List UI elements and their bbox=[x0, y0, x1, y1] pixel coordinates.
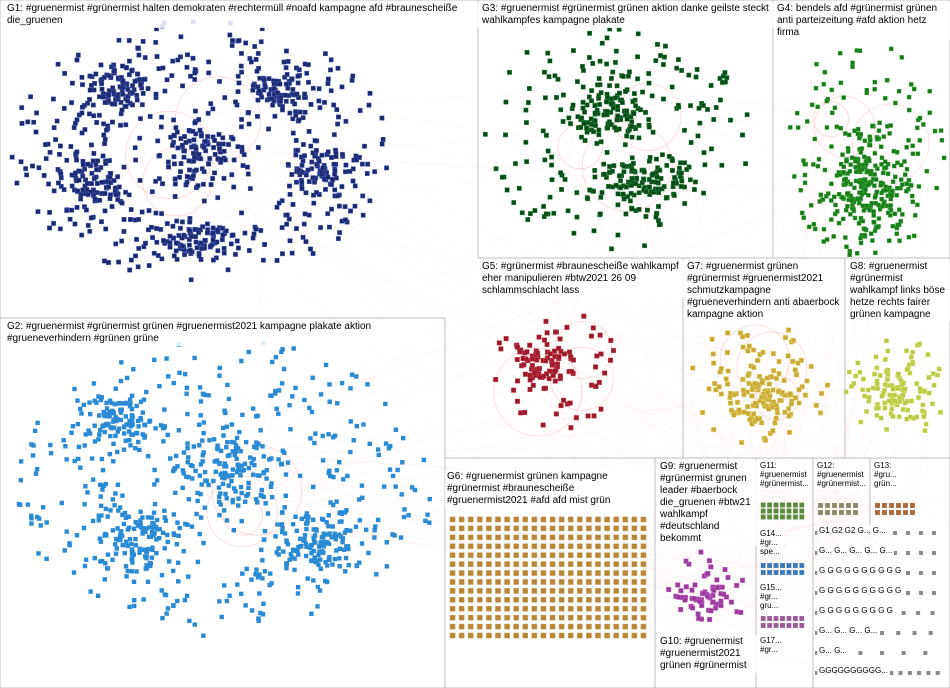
tiny-grid-label-1: G... G... G... G... G... bbox=[817, 545, 894, 556]
tiny-grid-label-0: G1 G2 G2 G... G... bbox=[817, 525, 888, 536]
group-label-g17: G17... #gr... bbox=[758, 635, 784, 655]
tiny-grid-label-2: G G G G G G G G G G bbox=[817, 565, 903, 576]
group-label-g4: G4: bendels afd #grünermist grünen anti … bbox=[775, 2, 950, 40]
group-label-g10: G10: #gruenermist #gruenermist2021 grüne… bbox=[658, 635, 757, 673]
group-label-g7: G7: #gruenermist grünen #grünermist #gru… bbox=[685, 260, 844, 322]
tiny-grid-label-4: G G G G G G G G G bbox=[817, 605, 895, 616]
tiny-grid-label-5: G... G... G... G... bbox=[817, 625, 879, 636]
group-label-g11: G11: #gruenermist #grünermist... bbox=[758, 460, 811, 489]
group-label-g15: G15... #gr... gru... bbox=[758, 582, 784, 611]
group-label-g5: G5: #grünermist #braunescheiße wahlkampf… bbox=[480, 260, 684, 298]
tiny-grid-label-6: G... G... bbox=[817, 645, 849, 656]
group-label-g6: G6: #gruenermist grünen kampagne #grüner… bbox=[445, 470, 654, 508]
group-label-g14: G14... #gr... spe... bbox=[758, 528, 784, 557]
group-label-g9: G9: #gruenermist #grünermist grunen lead… bbox=[658, 460, 757, 546]
tiny-grid-label-7: GGGGGGGGGG... bbox=[817, 665, 890, 676]
tiny-grid-label-3: G G G G G G G G G G bbox=[817, 585, 903, 596]
group-label-g12: G12: #gruenermist #grünermist... bbox=[815, 460, 868, 489]
group-label-g3: G3: #gruenermist #grünermist grünen akti… bbox=[480, 2, 774, 28]
group-label-g1: G1: #gruenermist #grünermist halten demo… bbox=[5, 2, 479, 28]
group-label-g8: G8: #gruenermist #grünermist wahlkampf l… bbox=[848, 260, 950, 322]
group-label-g2: G2: #gruenermist #grünermist grünen #gru… bbox=[5, 320, 429, 346]
group-label-g13: G13: #gru... grün... bbox=[872, 460, 899, 489]
